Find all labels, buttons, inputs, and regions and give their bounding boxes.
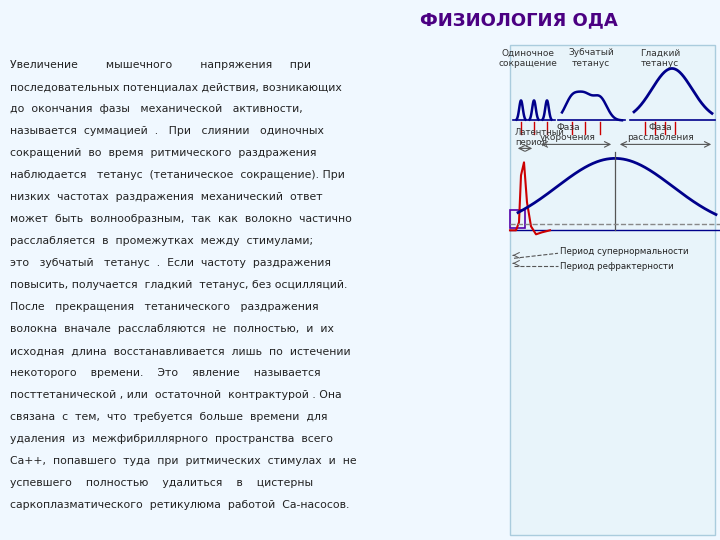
Text: Одиночное
сокращение: Одиночное сокращение <box>498 49 557 68</box>
Text: После   прекращения   тетанического   раздражения: После прекращения тетанического раздраже… <box>10 302 319 312</box>
Text: до  окончания  фазы   механической   активности,: до окончания фазы механической активност… <box>10 104 302 114</box>
Text: связана  с  тем,  что  требуется  больше  времени  для: связана с тем, что требуется больше врем… <box>10 412 328 422</box>
Text: волокна  вначале  расслабляются  не  полностью,  и  их: волокна вначале расслабляются не полност… <box>10 324 334 334</box>
Text: низких  частотах  раздражения  механический  ответ: низких частотах раздражения механический… <box>10 192 323 202</box>
Text: сокращений  во  время  ритмического  раздражения: сокращений во время ритмического раздраж… <box>10 148 317 158</box>
Text: Фаза
укорочения: Фаза укорочения <box>540 123 596 143</box>
Text: Период супернормальности: Период супернормальности <box>560 247 688 256</box>
Text: Фаза
расслабления: Фаза расслабления <box>626 123 693 143</box>
Text: исходная  длина  восстанавливается  лишь  по  истечении: исходная длина восстанавливается лишь по… <box>10 346 351 356</box>
Text: наблюдается   тетанус  (тетаническое  сокращение). При: наблюдается тетанус (тетаническое сокращ… <box>10 171 345 180</box>
Text: удаления  из  межфибриллярного  пространства  всего: удаления из межфибриллярного пространств… <box>10 434 333 444</box>
Text: Гладкий
тетанус: Гладкий тетанус <box>640 49 680 68</box>
Text: Латентный
период: Латентный период <box>515 128 564 147</box>
Text: посттетанической , или  остаточной  контрактурой . Она: посттетанической , или остаточной контра… <box>10 390 341 400</box>
Text: Период рефрактерности: Период рефрактерности <box>560 262 674 271</box>
Text: может  быть  волнообразным,  так  как  волокно  частично: может быть волнообразным, так как волокн… <box>10 214 352 224</box>
Bar <box>510 211 525 228</box>
Text: саркоплазматического  ретикулюма  работой  Са-насосов.: саркоплазматического ретикулюма работой … <box>10 500 349 510</box>
Text: последовательных потенциалах действия, возникающих: последовательных потенциалах действия, в… <box>10 83 342 92</box>
Text: повысить, получается  гладкий  тетанус, без осцилляций.: повысить, получается гладкий тетанус, бе… <box>10 280 347 291</box>
Text: расслабляется  в  промежутках  между  стимулами;: расслабляется в промежутках между стимул… <box>10 237 313 246</box>
Bar <box>510 45 715 535</box>
Text: Увеличение        мышечного        напряжения     при: Увеличение мышечного напряжения при <box>10 60 311 71</box>
Text: это   зубчатый   тетанус  .  Если  частоту  раздражения: это зубчатый тетанус . Если частоту разд… <box>10 258 331 268</box>
Text: ФИЗИОЛОГИЯ ОДА: ФИЗИОЛОГИЯ ОДА <box>420 11 617 29</box>
Text: Са++,  попавшего  туда  при  ритмических  стимулах  и  не: Са++, попавшего туда при ритмических сти… <box>10 456 356 466</box>
Text: Зубчатый
тетанус: Зубчатый тетанус <box>568 49 614 68</box>
Text: некоторого    времени.    Это    явление    называется: некоторого времени. Это явление называет… <box>10 368 320 378</box>
Text: называется  суммацией  .   При   слиянии   одиночных: называется суммацией . При слиянии одино… <box>10 126 324 137</box>
Text: успевшего    полностью    удалиться    в    цистерны: успевшего полностью удалиться в цистерны <box>10 478 313 488</box>
